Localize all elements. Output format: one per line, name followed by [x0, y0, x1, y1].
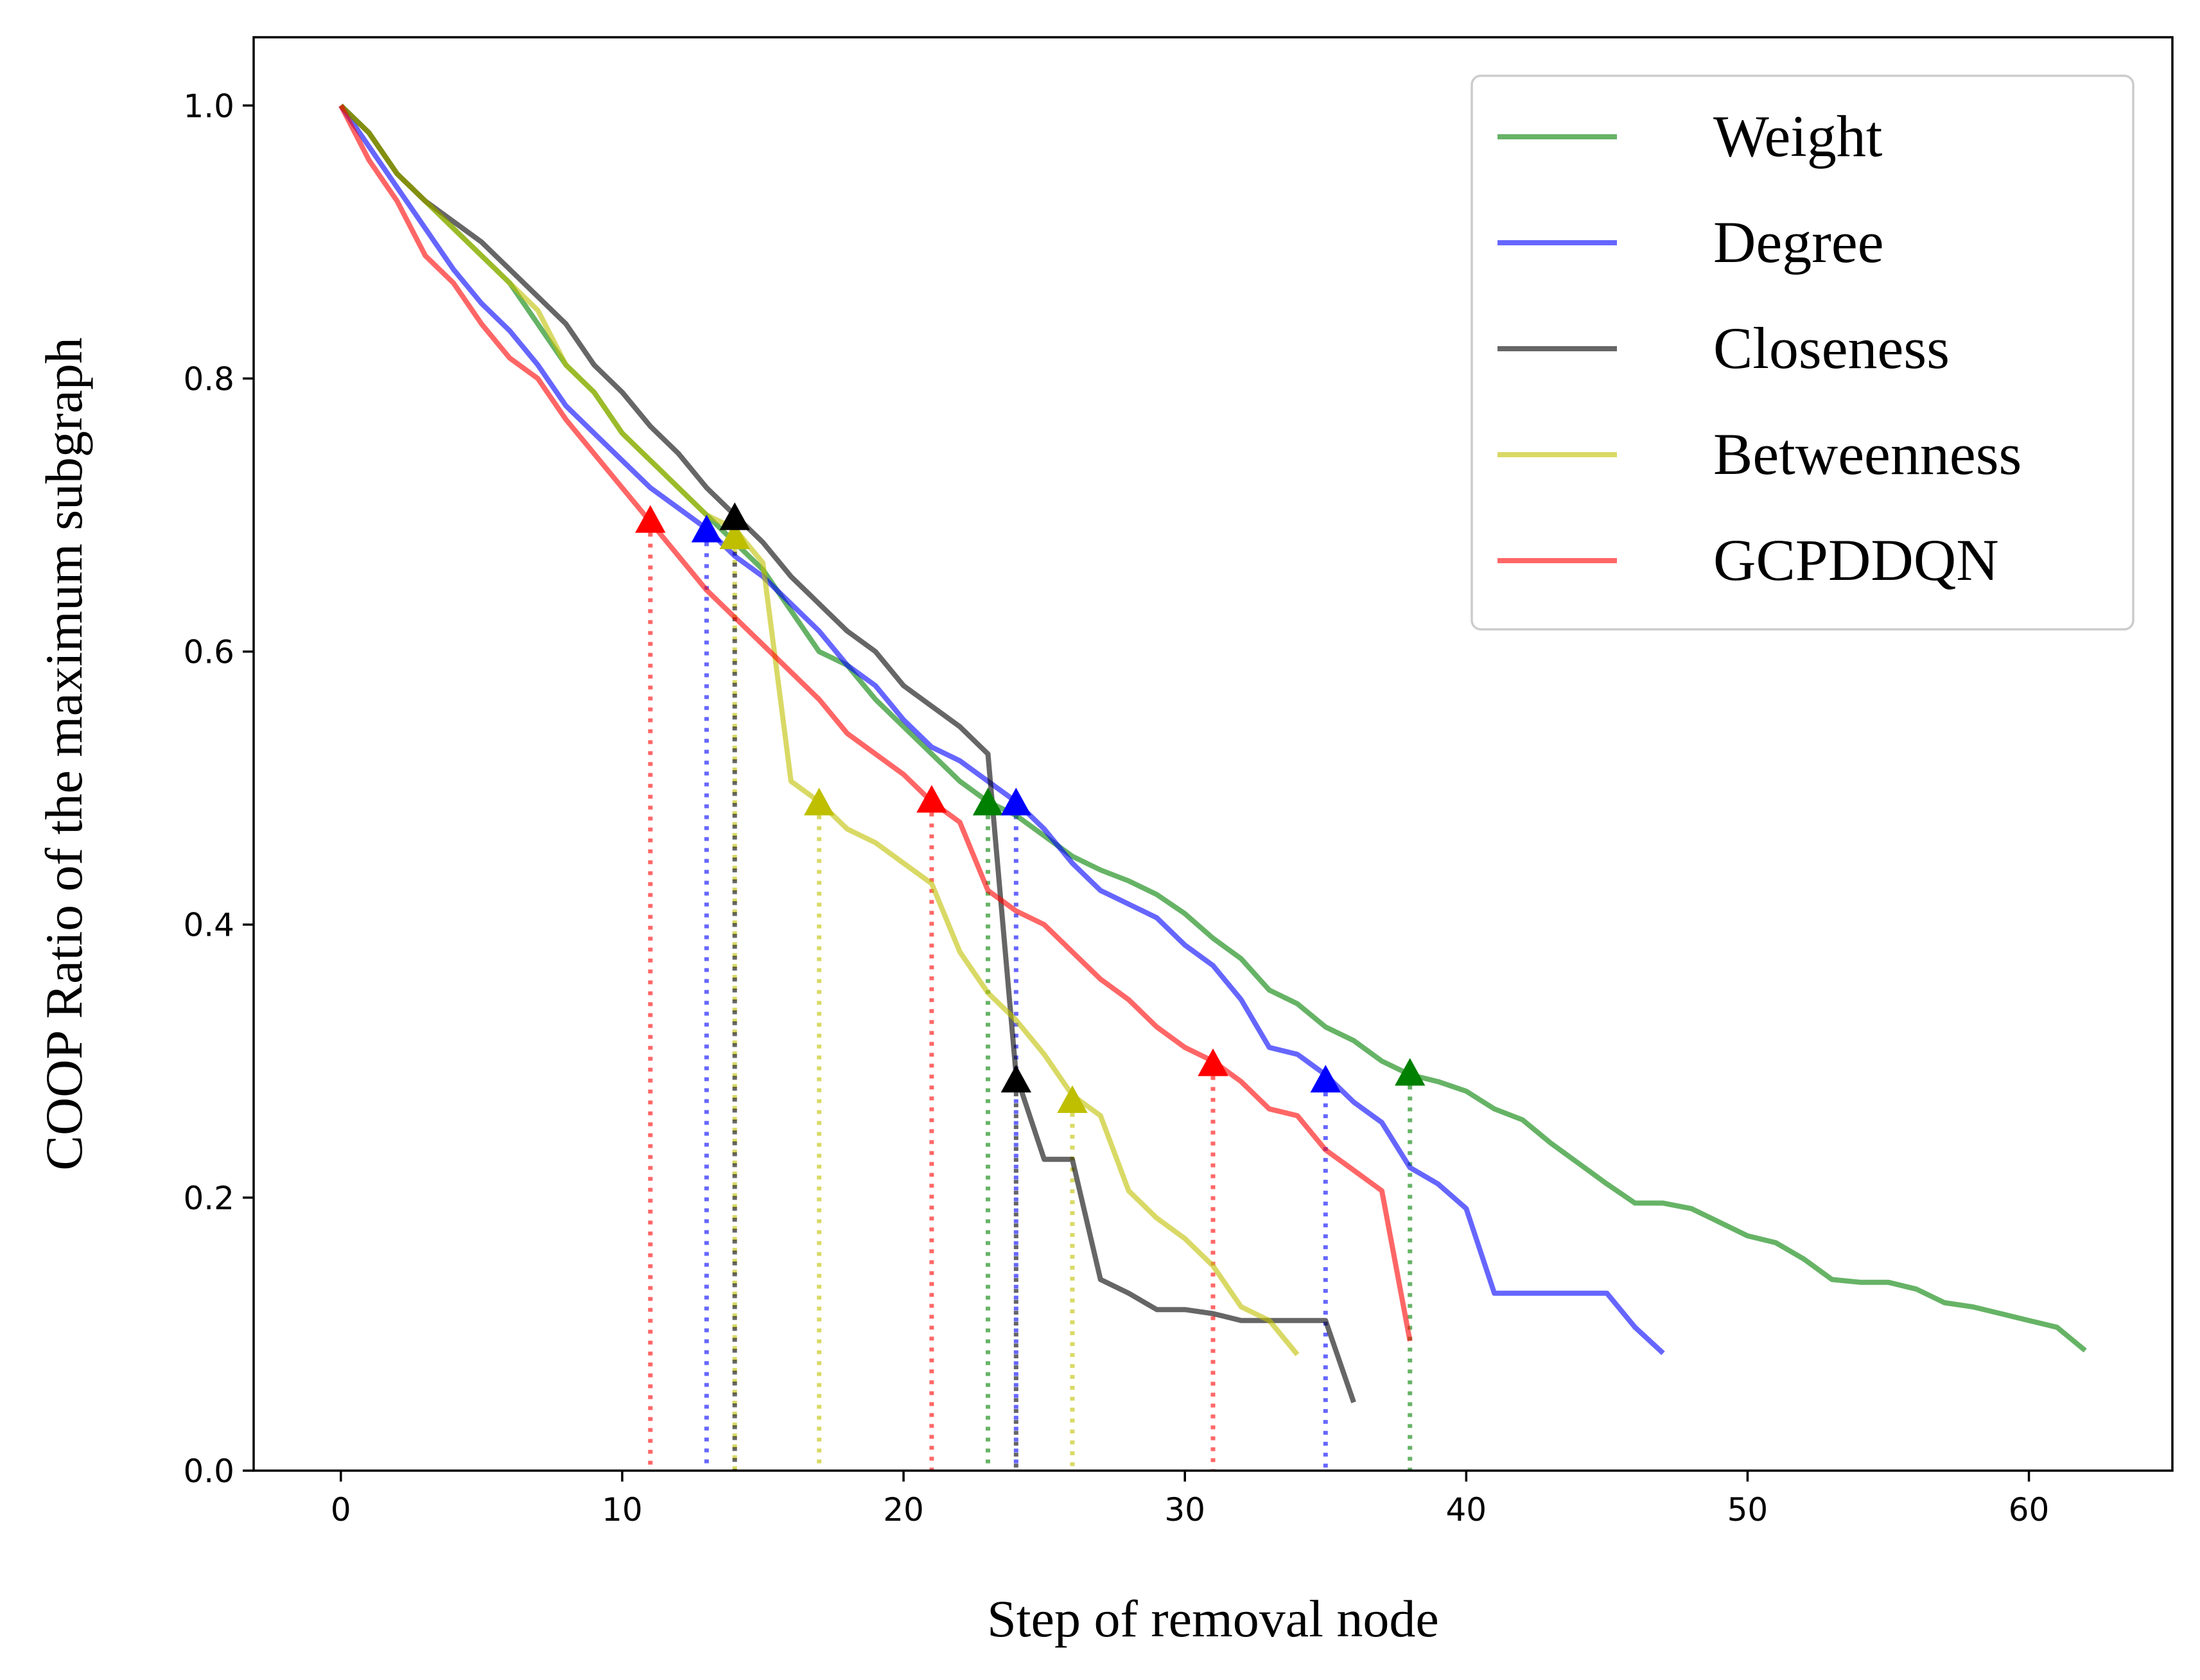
marker-betweenness-4 — [803, 787, 835, 816]
legend: Weight Degree Closeness Betweenness GCPDDQN — [1471, 74, 2135, 631]
y-tick-label: 0.0 — [183, 1453, 234, 1490]
legend-label-weight: Weight — [1713, 103, 1883, 169]
y-axis-title: COOP Ratio of the maximum subgraph — [35, 337, 93, 1170]
marker-closeness-8 — [1000, 1065, 1032, 1093]
legend-label-closeness: Closeness — [1713, 315, 1950, 381]
y-tick-label: 1.0 — [183, 87, 234, 125]
x-tick-label: 0 — [331, 1491, 351, 1528]
x-tick-label: 30 — [1164, 1491, 1205, 1528]
marker-gcpddqn-0 — [635, 505, 666, 533]
marker-weight-6 — [972, 787, 1004, 816]
marker-degree-11 — [1310, 1065, 1341, 1093]
x-tick-label: 20 — [883, 1491, 924, 1528]
marker-betweenness-9 — [1057, 1085, 1088, 1114]
series-line-degree — [338, 104, 1665, 1356]
series-line-closeness — [339, 103, 1356, 1404]
y-tick-label: 0.2 — [183, 1180, 234, 1217]
legend-label-gcpddqn: GCPDDQN — [1713, 527, 1999, 593]
plot-area — [338, 103, 2087, 1471]
legend-label-betweenness: Betweenness — [1713, 421, 2021, 487]
series-line-gcpddqn — [338, 104, 1413, 1342]
x-tick-label: 60 — [2009, 1491, 2050, 1528]
y-tick-label: 0.8 — [183, 360, 234, 398]
legend-label-degree: Degree — [1713, 209, 1884, 275]
axes-frame — [252, 36, 2174, 1472]
marker-degree-7 — [1000, 787, 1032, 816]
marker-betweenness-2 — [719, 521, 750, 550]
marker-degree-1 — [691, 514, 722, 543]
y-tick-label: 0.4 — [183, 907, 234, 944]
x-axis-title: Step of removal node — [987, 1589, 1439, 1648]
marker-closeness-3 — [719, 502, 750, 530]
y-tick-label: 0.6 — [183, 634, 234, 671]
x-tick-label: 40 — [1445, 1491, 1487, 1528]
marker-gcpddqn-10 — [1198, 1048, 1228, 1076]
legend-box — [1471, 74, 2135, 631]
axes: 0 10 20 30 40 50 60 0.0 0.2 0.4 0.6 0.8 1.0 — [183, 36, 2174, 1528]
x-tick-label: 50 — [1727, 1491, 1768, 1528]
marker-gcpddqn-5 — [916, 785, 947, 813]
marker-weight-12 — [1394, 1058, 1426, 1086]
x-tick-label: 10 — [602, 1491, 643, 1528]
